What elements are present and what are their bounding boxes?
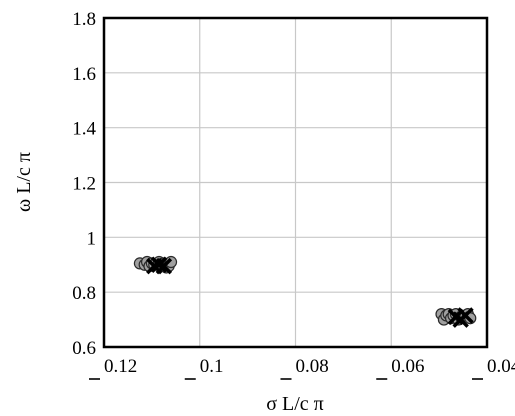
y-tick-label: 1.6 [72,64,96,85]
y-axis-title: ω L/c π [13,152,35,212]
data-points-layer [133,255,477,328]
plot-frame [102,16,489,349]
tick-label-layer: 0.12 0.1 0.08 0.06 0.04 0.6 0.8 1 1.2 1.4 1.6 1.8 [72,9,515,380]
x-tick-label: 0.12 [104,356,137,377]
y-tick-label: 1.2 [72,174,96,195]
x-tick-label: 0.04 [487,356,515,377]
x-tick-label: 0.06 [391,356,424,377]
grid-layer [104,18,487,347]
x-tick-label: 0.1 [200,356,224,377]
x-tick-label: 0.08 [296,356,329,377]
data-point-cross [155,257,173,275]
y-tick-label: 1 [87,228,97,249]
y-tick-label: 1.8 [72,9,96,30]
data-point-cross [457,307,474,324]
y-tick-label: 0.8 [72,283,96,304]
y-tick-label: 0.6 [72,338,96,359]
data-point-cross [150,256,168,273]
y-tick-label: 1.4 [72,119,96,140]
x-axis-title: σ L/c π [266,393,324,415]
